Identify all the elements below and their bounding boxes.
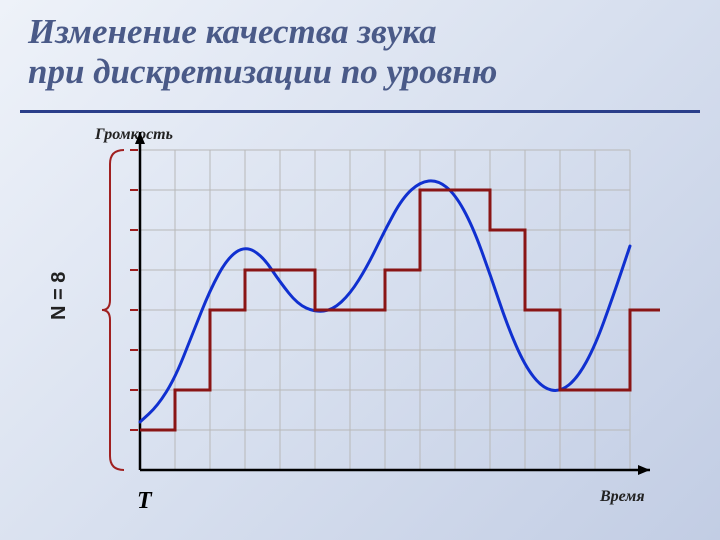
chart-area: [100, 130, 660, 510]
title-underline: [20, 110, 700, 113]
title-line-1: Изменение качества звука: [28, 12, 437, 51]
slide-title: Изменение качества звука при дискретизац…: [28, 12, 688, 93]
chart-svg: [100, 130, 660, 510]
title-line-2: при дискретизации по уровню: [28, 52, 497, 91]
n-label: N = 8: [48, 272, 71, 320]
